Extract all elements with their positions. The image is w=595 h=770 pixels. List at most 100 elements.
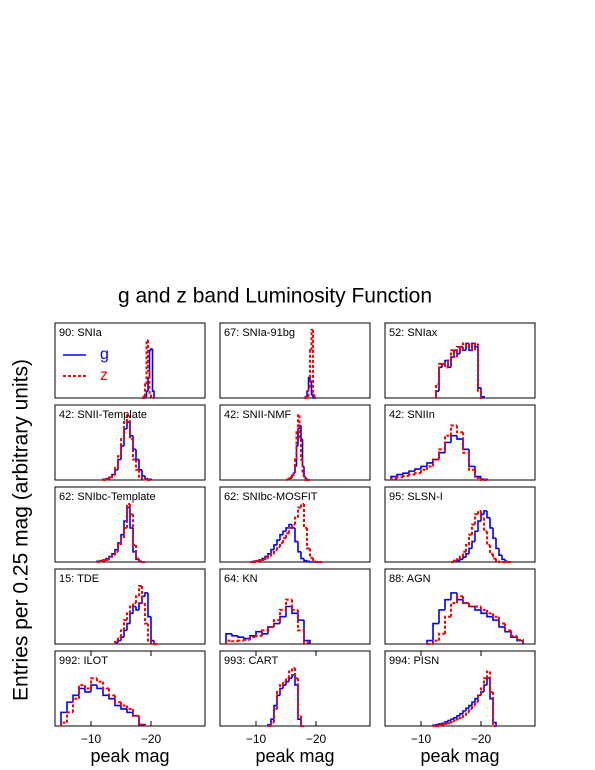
histogram-step bbox=[465, 543, 469, 552]
histogram-step bbox=[147, 623, 151, 642]
histogram-step bbox=[408, 473, 415, 476]
histogram-step bbox=[129, 605, 133, 614]
panel-frame bbox=[219, 650, 371, 727]
histogram-step bbox=[120, 629, 124, 638]
histogram-step bbox=[486, 609, 493, 615]
histogram-step bbox=[303, 630, 311, 644]
panel-title: 88: AGN bbox=[389, 573, 431, 585]
histogram-step bbox=[270, 721, 274, 726]
histogram-step bbox=[120, 445, 124, 460]
histogram-step bbox=[450, 602, 457, 617]
histogram-step bbox=[279, 541, 283, 547]
histogram-step bbox=[90, 677, 97, 689]
histogram-step bbox=[306, 560, 310, 563]
histogram-step bbox=[309, 561, 313, 563]
histogram-step bbox=[117, 636, 121, 641]
histogram-step bbox=[471, 343, 475, 352]
histogram-step bbox=[468, 707, 472, 713]
histogram-step bbox=[144, 475, 148, 480]
histogram-step bbox=[150, 394, 153, 399]
histogram-step bbox=[135, 544, 139, 560]
histogram-step bbox=[285, 598, 292, 610]
histogram-step bbox=[108, 556, 112, 560]
figure-title: g and z band Luminosity Function bbox=[118, 285, 432, 308]
histogram-step bbox=[474, 530, 478, 542]
histogram-step bbox=[462, 556, 466, 560]
histogram-step bbox=[465, 553, 469, 558]
histogram-step bbox=[300, 439, 303, 461]
histogram-step bbox=[297, 506, 301, 518]
histogram-step bbox=[468, 704, 472, 709]
histogram-step bbox=[108, 695, 115, 700]
histogram-step bbox=[120, 702, 127, 707]
panel-frame bbox=[54, 486, 206, 563]
histogram-step bbox=[294, 458, 297, 472]
histogram-step bbox=[129, 612, 133, 624]
histogram-step bbox=[468, 452, 475, 471]
histogram-step bbox=[459, 716, 463, 720]
panel-frame bbox=[384, 322, 536, 399]
histogram-step bbox=[480, 510, 484, 519]
histogram-step bbox=[435, 383, 439, 398]
histogram-step bbox=[468, 603, 475, 608]
histogram-step bbox=[279, 608, 286, 621]
histogram-step bbox=[267, 625, 274, 631]
x-tick-label: −10 bbox=[81, 732, 102, 746]
histogram-step bbox=[474, 701, 478, 706]
histogram-step bbox=[310, 328, 313, 351]
histogram-step bbox=[96, 678, 103, 683]
histogram-step bbox=[492, 553, 496, 560]
histogram-step bbox=[114, 550, 118, 556]
histogram-step bbox=[304, 478, 307, 481]
histogram-step bbox=[465, 707, 469, 711]
histogram-step bbox=[105, 558, 109, 561]
histogram-step bbox=[279, 533, 283, 541]
histogram-step bbox=[135, 606, 139, 611]
histogram-step bbox=[447, 719, 451, 722]
histogram-step bbox=[291, 606, 298, 615]
histogram-step bbox=[489, 517, 493, 529]
histogram-step bbox=[261, 629, 268, 636]
histogram-step bbox=[426, 462, 433, 467]
histogram-step bbox=[132, 439, 136, 461]
histogram-step bbox=[456, 595, 463, 604]
legend-label: g bbox=[100, 346, 109, 363]
histogram-step bbox=[477, 694, 481, 703]
histogram-step bbox=[474, 697, 478, 703]
histogram-step bbox=[444, 598, 451, 610]
histogram-step bbox=[276, 690, 280, 709]
histogram-step bbox=[306, 527, 310, 550]
histogram-step bbox=[243, 638, 250, 641]
panel-title: 62: SNIbc-Template bbox=[59, 491, 156, 503]
panel-title: 95: SLSN-I bbox=[389, 491, 443, 503]
histogram-step bbox=[291, 599, 298, 611]
panel-frame bbox=[384, 486, 536, 563]
histogram-step bbox=[117, 543, 121, 552]
histogram-step bbox=[474, 606, 481, 611]
panel-frame bbox=[54, 650, 206, 727]
x-axis-label: peak mag bbox=[420, 746, 499, 766]
x-tick-label: −10 bbox=[411, 732, 432, 746]
panel-title: 15: TDE bbox=[59, 573, 99, 585]
histogram-step bbox=[147, 376, 150, 392]
histogram-step bbox=[276, 546, 280, 551]
histogram-step bbox=[303, 504, 307, 529]
histogram-step bbox=[438, 448, 445, 460]
histogram-step bbox=[480, 391, 484, 399]
histogram-step bbox=[270, 718, 274, 725]
histogram-step bbox=[141, 476, 145, 480]
panel-frame bbox=[219, 568, 371, 645]
histogram-step bbox=[492, 527, 496, 539]
histogram-step bbox=[453, 717, 457, 720]
histogram-step bbox=[459, 558, 463, 561]
histogram-step bbox=[150, 640, 154, 645]
histogram-step bbox=[477, 346, 481, 389]
histogram-step bbox=[148, 349, 151, 378]
histogram-step bbox=[450, 718, 454, 721]
histogram-step bbox=[286, 478, 289, 481]
histogram-step bbox=[126, 503, 130, 528]
histogram-step bbox=[456, 558, 460, 561]
histogram-step bbox=[459, 712, 463, 716]
histogram-step bbox=[267, 555, 271, 559]
histogram-step bbox=[291, 667, 295, 672]
